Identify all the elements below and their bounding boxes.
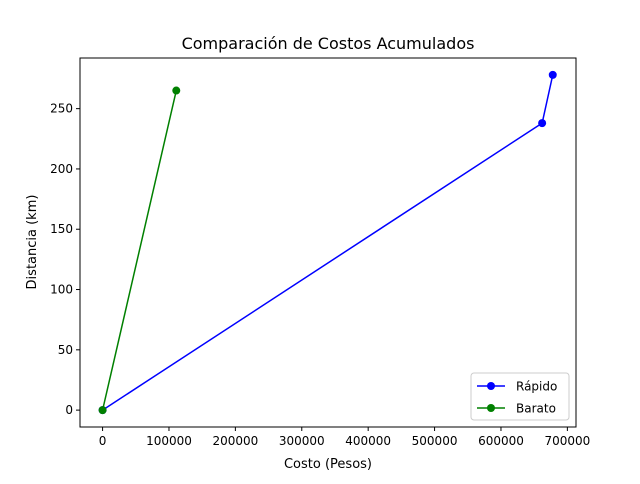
- x-tick-label: 100000: [146, 434, 192, 448]
- data-point: [538, 119, 547, 128]
- y-axis-label: Distancia (km): [25, 195, 40, 290]
- series-line: [101, 90, 178, 411]
- x-axis-label: Costo (Pesos): [284, 457, 372, 472]
- data-point: [98, 406, 107, 415]
- y-tick-label: 50: [58, 343, 73, 357]
- x-tick-label: 600000: [478, 434, 524, 448]
- x-tick-label: 300000: [279, 434, 325, 448]
- chart-title: Comparación de Costos Acumulados: [182, 34, 475, 53]
- series-line: [102, 74, 554, 411]
- x-tick-label: 0: [99, 434, 107, 448]
- x-tick-label: 700000: [544, 434, 590, 448]
- y-tick-label: 150: [50, 222, 73, 236]
- legend: Rápido Barato: [470, 372, 570, 421]
- series-rapido: [98, 70, 557, 415]
- y-tick-label: 250: [50, 102, 73, 116]
- axes: 0 100000 200000 300000 400000 500000 600000 700…: [50, 102, 590, 448]
- x-tick-label: 200000: [212, 434, 258, 448]
- y-tick-label: 0: [65, 403, 73, 417]
- series-group: [98, 70, 557, 415]
- y-tick-label: 200: [50, 162, 73, 176]
- legend-marker: [487, 382, 495, 390]
- data-point: [172, 86, 181, 95]
- x-tick-label: 500000: [412, 434, 458, 448]
- legend-label: Barato: [516, 402, 556, 416]
- y-tick-label: 100: [50, 283, 73, 297]
- legend-label: Rápido: [516, 380, 557, 394]
- x-tick-label: 400000: [345, 434, 391, 448]
- series-barato: [98, 86, 181, 415]
- data-point: [548, 70, 557, 79]
- plot-frame: [79, 57, 577, 428]
- legend-marker: [487, 404, 495, 412]
